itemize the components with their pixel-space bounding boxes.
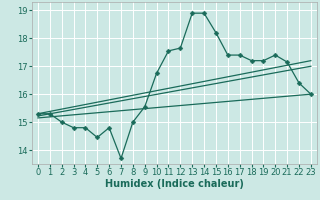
X-axis label: Humidex (Indice chaleur): Humidex (Indice chaleur) <box>105 179 244 189</box>
